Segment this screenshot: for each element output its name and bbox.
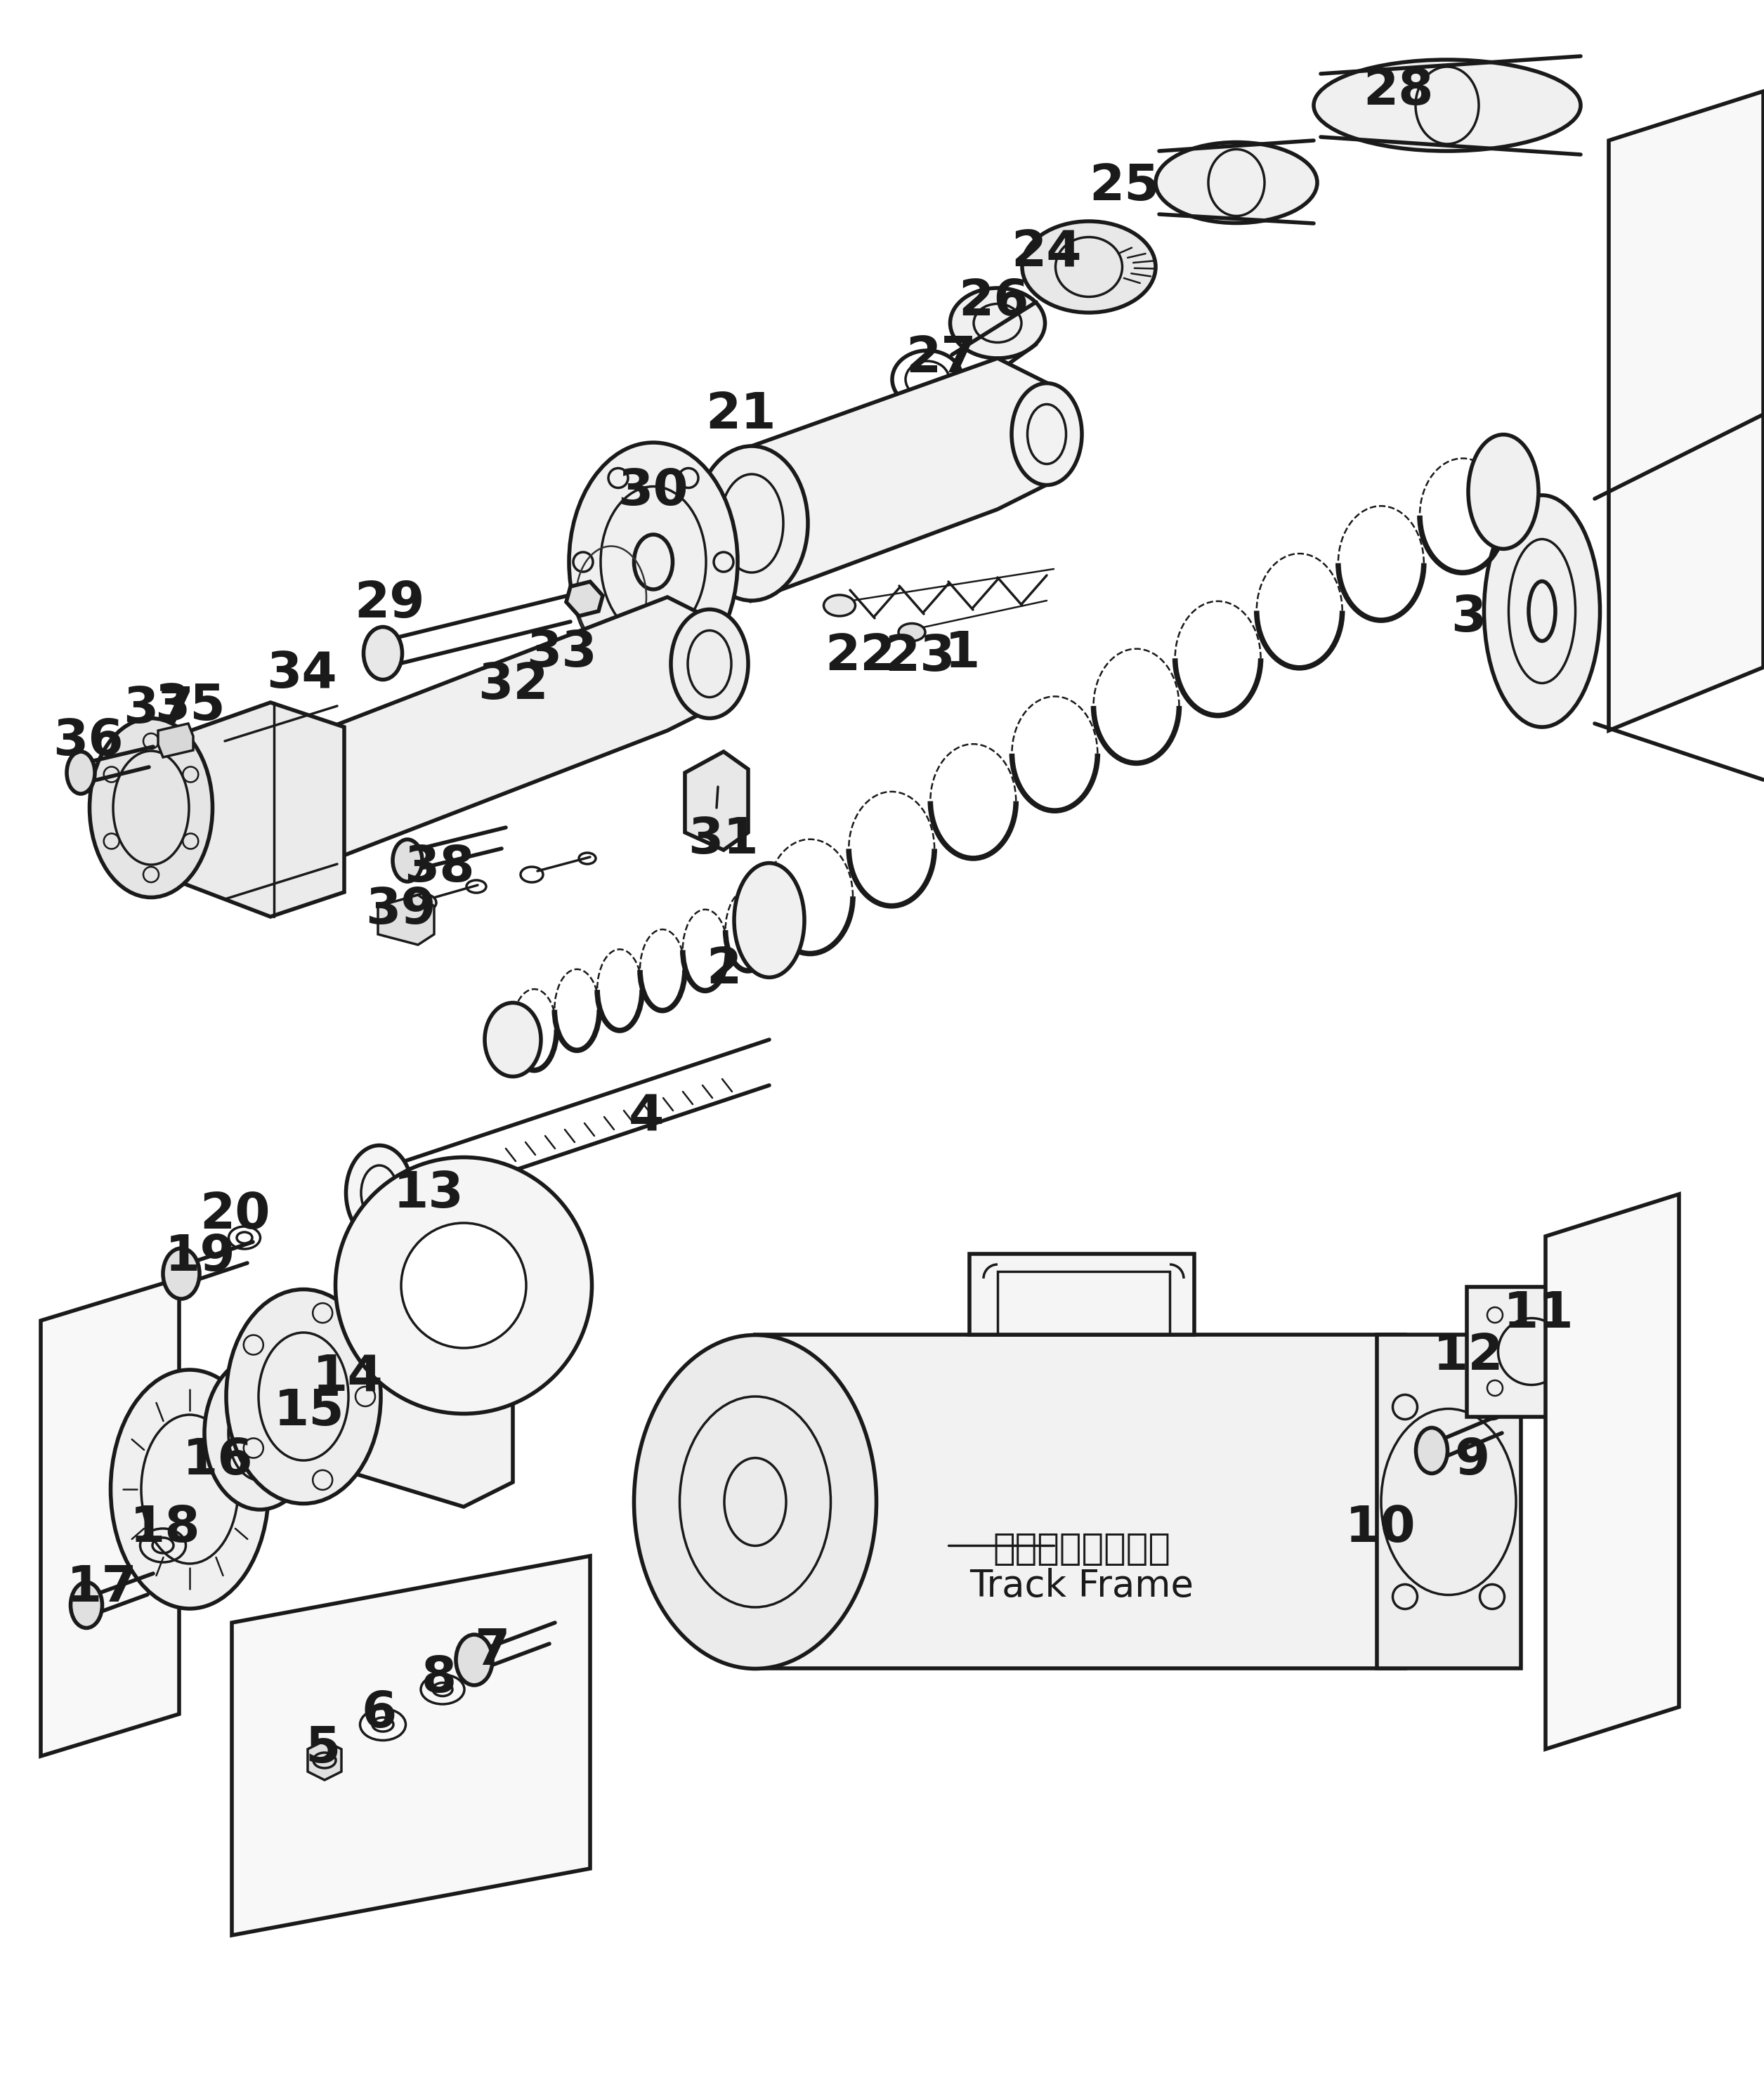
Polygon shape — [970, 1254, 1194, 1336]
Text: Track Frame: Track Frame — [970, 1567, 1194, 1605]
Text: 25: 25 — [1088, 163, 1159, 211]
Text: トラックフレーム: トラックフレーム — [993, 1530, 1171, 1567]
Ellipse shape — [363, 626, 402, 680]
Text: 14: 14 — [312, 1352, 383, 1400]
Polygon shape — [231, 1557, 591, 1935]
Text: 17: 17 — [67, 1563, 138, 1611]
Text: 7: 7 — [475, 1626, 510, 1676]
Polygon shape — [751, 359, 1046, 601]
Text: 33: 33 — [527, 628, 598, 678]
Text: 9: 9 — [1454, 1436, 1489, 1486]
Text: 38: 38 — [404, 843, 475, 891]
Polygon shape — [1609, 92, 1764, 730]
Text: 3: 3 — [1450, 595, 1485, 643]
Ellipse shape — [111, 1369, 268, 1609]
Ellipse shape — [824, 595, 856, 616]
Ellipse shape — [951, 288, 1044, 359]
Text: 24: 24 — [1011, 230, 1081, 278]
Ellipse shape — [1021, 221, 1155, 313]
Ellipse shape — [455, 1634, 492, 1684]
Text: 13: 13 — [393, 1171, 464, 1219]
Polygon shape — [566, 582, 603, 616]
Text: 27: 27 — [907, 334, 977, 382]
Ellipse shape — [162, 1248, 199, 1298]
Polygon shape — [41, 1279, 180, 1755]
Ellipse shape — [346, 1146, 413, 1240]
Bar — [1378, 1336, 1521, 1668]
Text: 22: 22 — [826, 632, 896, 680]
Text: 37: 37 — [123, 685, 194, 735]
Ellipse shape — [409, 893, 436, 912]
Ellipse shape — [1416, 1428, 1448, 1473]
Text: 16: 16 — [182, 1436, 252, 1486]
Text: 8: 8 — [422, 1655, 457, 1703]
Ellipse shape — [1011, 384, 1081, 484]
Ellipse shape — [393, 839, 422, 881]
Ellipse shape — [1155, 142, 1318, 223]
Ellipse shape — [485, 1002, 542, 1077]
Text: 20: 20 — [199, 1192, 270, 1240]
Text: 28: 28 — [1364, 67, 1434, 115]
Text: 26: 26 — [960, 278, 1030, 326]
Polygon shape — [302, 1286, 513, 1507]
Polygon shape — [307, 1741, 342, 1780]
Ellipse shape — [71, 1582, 102, 1628]
Polygon shape — [755, 1336, 1404, 1668]
Text: 39: 39 — [365, 885, 436, 933]
Ellipse shape — [205, 1357, 316, 1509]
Ellipse shape — [90, 718, 212, 897]
Polygon shape — [152, 703, 344, 916]
Ellipse shape — [240, 751, 296, 885]
Text: 21: 21 — [706, 390, 776, 438]
Ellipse shape — [1484, 495, 1600, 726]
Text: 31: 31 — [688, 816, 759, 864]
Text: 2: 2 — [706, 945, 741, 993]
Text: 32: 32 — [478, 662, 549, 710]
Text: 15: 15 — [273, 1388, 344, 1436]
Ellipse shape — [670, 609, 748, 718]
Text: 34: 34 — [266, 651, 337, 699]
Ellipse shape — [226, 1290, 381, 1503]
Ellipse shape — [1506, 1290, 1538, 1336]
Text: 10: 10 — [1344, 1503, 1416, 1553]
Ellipse shape — [67, 751, 95, 793]
Text: 35: 35 — [153, 682, 226, 730]
Text: 12: 12 — [1432, 1332, 1503, 1380]
Ellipse shape — [487, 676, 513, 693]
Ellipse shape — [633, 1336, 877, 1670]
Text: 1: 1 — [946, 628, 981, 678]
Ellipse shape — [570, 442, 737, 680]
Text: 19: 19 — [164, 1233, 236, 1281]
Text: 18: 18 — [131, 1503, 201, 1553]
Text: 36: 36 — [53, 716, 123, 766]
Ellipse shape — [734, 864, 804, 977]
Ellipse shape — [1468, 434, 1538, 549]
Ellipse shape — [695, 447, 808, 601]
Ellipse shape — [400, 1223, 526, 1348]
Bar — [1468, 1288, 1596, 1417]
Polygon shape — [684, 751, 748, 849]
Text: 5: 5 — [305, 1724, 340, 1774]
Text: 6: 6 — [362, 1690, 397, 1738]
Ellipse shape — [335, 1158, 593, 1413]
Polygon shape — [377, 895, 434, 945]
Text: 30: 30 — [617, 467, 688, 515]
Ellipse shape — [898, 624, 924, 641]
Polygon shape — [266, 597, 709, 885]
Polygon shape — [1545, 1194, 1679, 1749]
Text: 23: 23 — [886, 632, 956, 680]
Ellipse shape — [1314, 61, 1581, 150]
Ellipse shape — [543, 664, 563, 676]
Text: 4: 4 — [628, 1094, 663, 1142]
Text: 29: 29 — [355, 580, 425, 628]
Text: 11: 11 — [1503, 1290, 1573, 1338]
Polygon shape — [159, 724, 194, 758]
